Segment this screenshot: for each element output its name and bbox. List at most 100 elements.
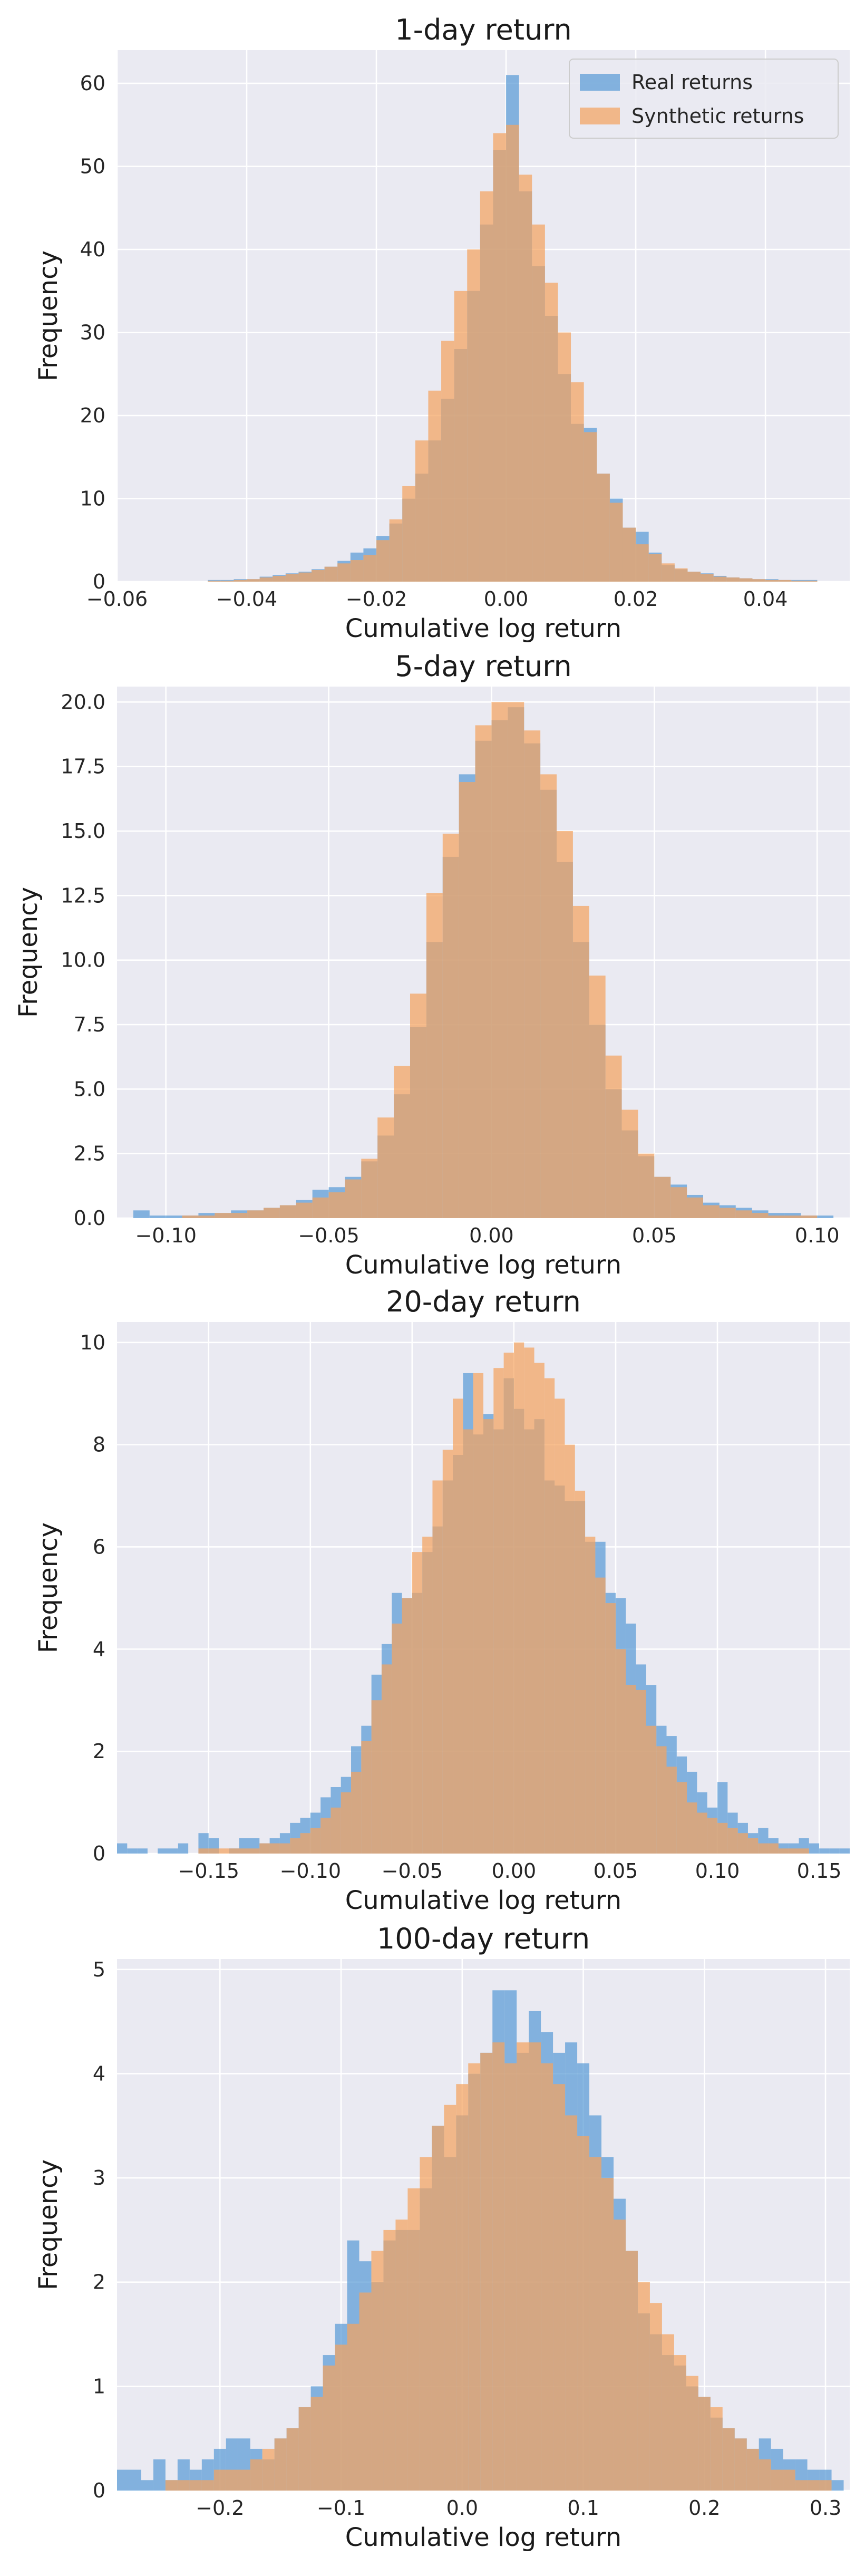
histogram-bar bbox=[410, 993, 426, 1218]
x-tick-label: −0.06 bbox=[86, 587, 148, 611]
histogram-bar bbox=[544, 1378, 555, 1854]
histogram-bar bbox=[778, 580, 792, 582]
histogram-bar bbox=[285, 574, 299, 582]
histogram-bar bbox=[444, 2105, 456, 2491]
bars bbox=[117, 1342, 850, 1854]
histogram-bar bbox=[819, 2480, 832, 2491]
y-axis-label: Frequency bbox=[34, 1522, 63, 1653]
histogram-bar bbox=[383, 2230, 396, 2491]
histogram-bar bbox=[765, 580, 779, 582]
histogram-bar bbox=[722, 2428, 735, 2491]
histogram-bar bbox=[262, 2448, 275, 2491]
histogram-bar bbox=[686, 2376, 698, 2491]
histogram-bar bbox=[117, 1843, 128, 1854]
histogram-bar bbox=[513, 1342, 524, 1854]
y-tick-label: 5 bbox=[93, 1958, 105, 1981]
histogram-bar bbox=[168, 1848, 178, 1854]
histogram-bar bbox=[177, 2480, 190, 2491]
histogram-bar bbox=[350, 560, 364, 582]
histogram-bar bbox=[298, 2407, 311, 2491]
x-tick-label: −0.10 bbox=[280, 1859, 341, 1883]
y-tick-label: 2 bbox=[93, 1740, 105, 1763]
histogram-bar bbox=[589, 2157, 602, 2491]
x-axis-label: Cumulative log return bbox=[345, 1886, 621, 1915]
bars bbox=[117, 1990, 844, 2491]
y-tick-label: 50 bbox=[80, 155, 105, 178]
chart-panel-3: −0.15 −0.10 −0.05 0.00 0.05 0.10 0.15 0 2 4 6 8 10 20… bbox=[34, 1285, 850, 1915]
histogram-bar bbox=[402, 1598, 412, 1854]
histogram-bar bbox=[422, 1537, 433, 1854]
histogram-bar bbox=[768, 1215, 785, 1218]
histogram-bar bbox=[407, 2188, 420, 2491]
histogram-bar bbox=[534, 1363, 545, 1854]
x-tick-label: 0.00 bbox=[469, 1224, 514, 1247]
histogram-bar bbox=[719, 1208, 736, 1218]
histogram-bar bbox=[259, 577, 273, 582]
histogram-bar bbox=[506, 124, 519, 582]
histogram-bar bbox=[312, 570, 325, 582]
histogram-bar bbox=[676, 1782, 687, 1854]
legend-box bbox=[569, 59, 839, 139]
histogram-bar bbox=[621, 1109, 638, 1218]
histogram-bar bbox=[687, 1197, 703, 1218]
x-tick-label: −0.2 bbox=[196, 2496, 244, 2520]
histogram-bar bbox=[759, 2459, 771, 2491]
x-tick-label: 0.05 bbox=[632, 1224, 677, 1247]
histogram-bar bbox=[483, 1419, 494, 1854]
y-tick-label: 30 bbox=[80, 321, 105, 344]
histogram-bar bbox=[463, 1429, 473, 1854]
legend-label: Synthetic returns bbox=[631, 104, 804, 128]
histogram-bar bbox=[290, 1838, 300, 1854]
histogram-bar bbox=[791, 581, 804, 582]
histogram-bar bbox=[468, 2063, 481, 2491]
histogram-bar bbox=[589, 976, 606, 1218]
x-tick-label: −0.15 bbox=[178, 1859, 239, 1883]
histogram-bar bbox=[149, 1215, 166, 1218]
series-synthetic bbox=[182, 702, 818, 1218]
chart-panel-1: −0.06 −0.04 −0.02 0.00 0.02 0.04 0 10 20 30 40 50 60… bbox=[34, 13, 850, 643]
histogram-bar bbox=[532, 224, 545, 582]
histogram-bar bbox=[402, 486, 415, 582]
y-tick-label: 5.0 bbox=[74, 1077, 105, 1101]
histogram-bar bbox=[178, 1843, 189, 1854]
histogram-bar bbox=[250, 2459, 263, 2491]
histogram-bar bbox=[323, 2365, 335, 2491]
histogram-bar bbox=[565, 1444, 575, 1854]
x-tick-label: 0.00 bbox=[492, 1859, 537, 1883]
histogram-bar bbox=[710, 2407, 723, 2491]
histogram-bar bbox=[442, 833, 459, 1218]
histogram-bar bbox=[553, 2084, 566, 2491]
histogram-bar bbox=[335, 2345, 347, 2491]
x-tick-label: 0.04 bbox=[743, 587, 788, 611]
histogram-bar bbox=[310, 1828, 321, 1854]
histogram-bar bbox=[328, 1192, 345, 1218]
histogram-bar bbox=[247, 1210, 264, 1218]
histogram-bar bbox=[713, 576, 727, 582]
histogram-bar bbox=[545, 283, 558, 582]
histogram-bar bbox=[504, 2063, 517, 2491]
histogram-bar bbox=[648, 554, 662, 582]
x-tick-label: 0.02 bbox=[614, 587, 658, 611]
histogram-bar bbox=[625, 2251, 638, 2491]
histogram-bar bbox=[165, 2480, 178, 2491]
histogram-bar bbox=[804, 581, 818, 582]
x-tick-label: 0.15 bbox=[797, 1859, 842, 1883]
histogram-bar bbox=[839, 1848, 850, 1854]
histogram-bar bbox=[701, 574, 714, 582]
histogram-bar bbox=[595, 1577, 606, 1854]
histogram-bar bbox=[571, 382, 584, 582]
histogram-bar bbox=[491, 702, 508, 1218]
y-tick-label: 12.5 bbox=[61, 884, 105, 907]
histogram-bar bbox=[524, 1347, 534, 1854]
histogram-bar bbox=[453, 1398, 463, 1854]
y-tick-label: 15.0 bbox=[61, 819, 105, 843]
histogram-bar bbox=[279, 1843, 290, 1854]
histogram-bar bbox=[557, 831, 573, 1218]
histogram-bar bbox=[341, 1792, 352, 1854]
series-synthetic bbox=[198, 1342, 809, 1854]
histogram-bar bbox=[351, 1771, 362, 1854]
histogram-bar bbox=[670, 1187, 687, 1218]
histogram-bar bbox=[129, 2469, 141, 2491]
x-tick-label: 0.2 bbox=[688, 2496, 720, 2520]
